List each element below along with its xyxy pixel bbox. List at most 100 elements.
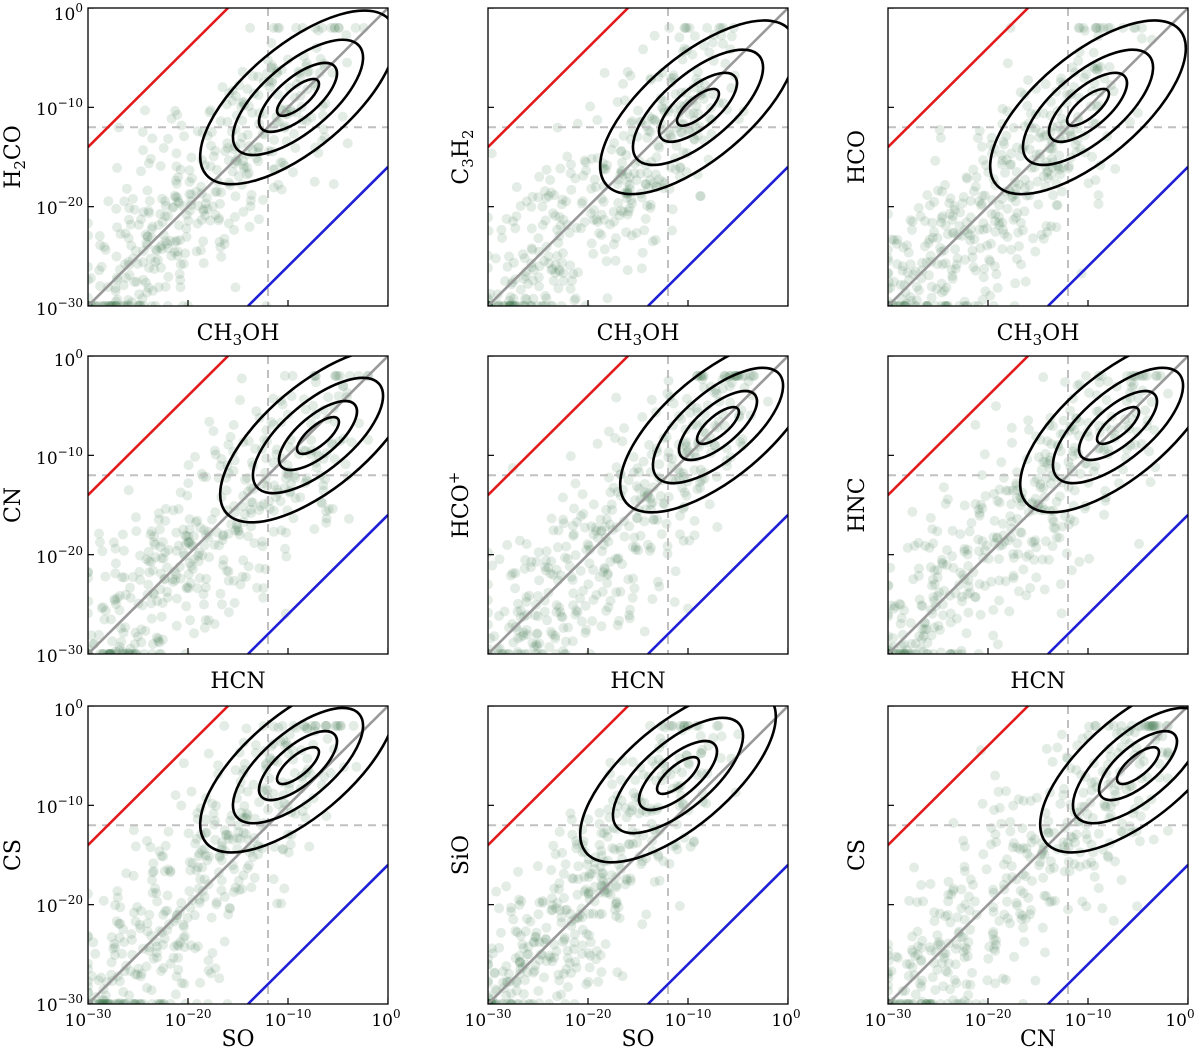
scatter-point <box>505 999 516 1004</box>
scatter-point <box>888 600 897 611</box>
scatter-point <box>996 159 1007 170</box>
scatter-point <box>959 500 970 511</box>
scatter-point <box>922 301 933 306</box>
scatter-point <box>533 909 544 920</box>
scatter-point <box>936 278 947 289</box>
scatter-point <box>1033 452 1044 463</box>
scatter-point <box>119 937 130 948</box>
scatter-point <box>615 586 626 597</box>
scatter-point <box>525 916 536 927</box>
scatter-point <box>940 220 951 231</box>
scatter-point <box>520 959 531 970</box>
scatter-point <box>488 959 493 970</box>
scatter-point <box>681 436 692 447</box>
scatter-point <box>1008 570 1019 581</box>
scatter-point <box>929 916 940 927</box>
scatter-point <box>994 540 1005 551</box>
scatter-point <box>617 436 628 447</box>
scatter-point <box>174 269 185 279</box>
scatter-point <box>1089 63 1100 74</box>
scatter-point <box>1037 554 1048 565</box>
scatter-point <box>572 912 583 923</box>
scatter-point <box>553 283 564 294</box>
scatter-point <box>492 289 503 300</box>
y-tick-label: 10−20 <box>36 195 83 219</box>
scatter-point <box>637 919 648 930</box>
scatter-point <box>233 171 244 182</box>
scatter-point <box>947 273 958 284</box>
scatter-point <box>1011 480 1022 491</box>
scatter-point <box>162 562 172 573</box>
scatter-point <box>229 212 240 222</box>
scatter-point <box>1044 897 1055 907</box>
scatter-point <box>687 49 698 60</box>
scatter-point <box>501 999 512 1004</box>
scatter-point <box>112 162 123 173</box>
scatter-point <box>1091 65 1102 76</box>
scatter-point <box>177 301 188 306</box>
scatter-point <box>1087 812 1098 823</box>
scatter-point <box>608 206 619 217</box>
scatter-point <box>557 194 568 205</box>
scatter-point <box>242 129 253 140</box>
scatter-point <box>913 537 924 548</box>
scatter-point <box>623 206 634 217</box>
scatter-point <box>194 848 205 859</box>
scatter-point <box>1015 885 1026 896</box>
scatter-point <box>88 275 93 285</box>
scatter-point <box>671 140 682 151</box>
scatter-point <box>208 426 219 437</box>
scatter-point <box>1002 913 1013 924</box>
scatter-point <box>134 289 145 300</box>
scatter-point <box>969 234 980 245</box>
scatter-point <box>617 169 628 180</box>
scatter-point <box>230 525 241 536</box>
scatter-point <box>512 606 523 617</box>
scatter-point <box>120 228 131 239</box>
scatter-point <box>135 550 146 561</box>
scatter-point <box>1061 548 1072 559</box>
scatter-point <box>116 623 127 634</box>
scatter-point <box>102 649 113 654</box>
scatter-point <box>903 247 914 258</box>
scatter-point <box>246 497 257 508</box>
scatter-point <box>906 944 917 955</box>
scatter-point <box>159 933 170 944</box>
scatter-point <box>676 790 686 801</box>
scatter-point <box>945 649 956 654</box>
scatter-point <box>1116 720 1127 731</box>
scatter-point <box>951 978 962 989</box>
scatter-point <box>612 97 623 107</box>
scatter-point <box>196 181 207 192</box>
scatter-point <box>1012 538 1023 549</box>
scatter-point <box>580 600 591 611</box>
scatter-point <box>973 534 984 545</box>
scatter-point <box>321 513 332 524</box>
scatter-point <box>572 607 583 618</box>
scatter-point <box>612 554 623 565</box>
scatter-point <box>986 132 997 143</box>
scatter-point <box>199 525 210 536</box>
scatter-point <box>1008 800 1019 811</box>
scatter-point <box>116 636 127 647</box>
scatter-point <box>222 138 233 149</box>
scatter-point <box>1154 758 1165 769</box>
scatter-point <box>677 767 688 778</box>
scatter-point <box>1100 420 1111 431</box>
scatter-point <box>717 38 728 49</box>
scatter-point <box>967 967 978 978</box>
scatter-point <box>1048 522 1059 533</box>
scatter-point <box>568 588 579 599</box>
scatter-point <box>1013 227 1024 238</box>
scatter-point <box>596 230 607 240</box>
scatter-point <box>216 187 226 198</box>
scatter-points <box>488 720 744 1004</box>
scatter-point <box>588 908 599 919</box>
scatter-point <box>680 22 691 33</box>
scatter-point <box>295 72 305 83</box>
scatter-point <box>619 423 630 434</box>
scatter-point <box>106 957 117 968</box>
scatter-point <box>596 526 607 537</box>
scatter-point <box>1005 159 1016 170</box>
scatter-point <box>242 162 252 173</box>
